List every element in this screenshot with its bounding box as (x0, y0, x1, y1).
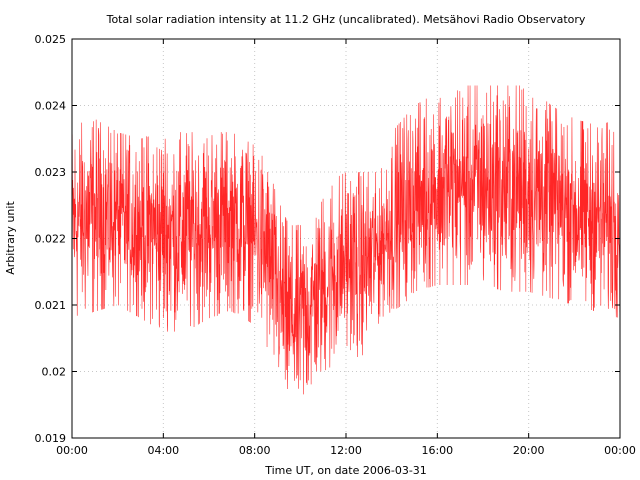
y-tick-label: 0.025 (35, 33, 67, 46)
series-line (71, 85, 621, 395)
x-tick-label: 00:00 (56, 444, 88, 457)
y-tick-label: 0.019 (35, 432, 67, 445)
x-tick-label: 12:00 (330, 444, 362, 457)
x-axis: 00:00 04:00 08:00 12:00 16:00 20:00 00:00 (56, 39, 636, 457)
y-tick-label: 0.02 (42, 366, 67, 379)
x-tick-label: 16:00 (421, 444, 453, 457)
x-tick-label: 00:00 (604, 444, 636, 457)
y-axis: 0.019 0.02 0.021 0.022 0.023 0.024 0.025 (35, 33, 620, 445)
x-axis-label: Time UT, on date 2006-03-31 (264, 464, 427, 477)
y-tick-label: 0.022 (35, 233, 67, 246)
y-tick-label: 0.024 (35, 100, 67, 113)
x-tick-label: 04:00 (147, 444, 179, 457)
x-tick-label: 20:00 (513, 444, 545, 457)
y-tick-label: 0.023 (35, 166, 67, 179)
chart-title: Total solar radiation intensity at 11.2 … (106, 13, 586, 26)
y-tick-label: 0.021 (35, 299, 67, 312)
y-axis-label: Arbitrary unit (4, 201, 17, 275)
series-radiation (71, 85, 621, 395)
x-tick-label: 08:00 (239, 444, 271, 457)
